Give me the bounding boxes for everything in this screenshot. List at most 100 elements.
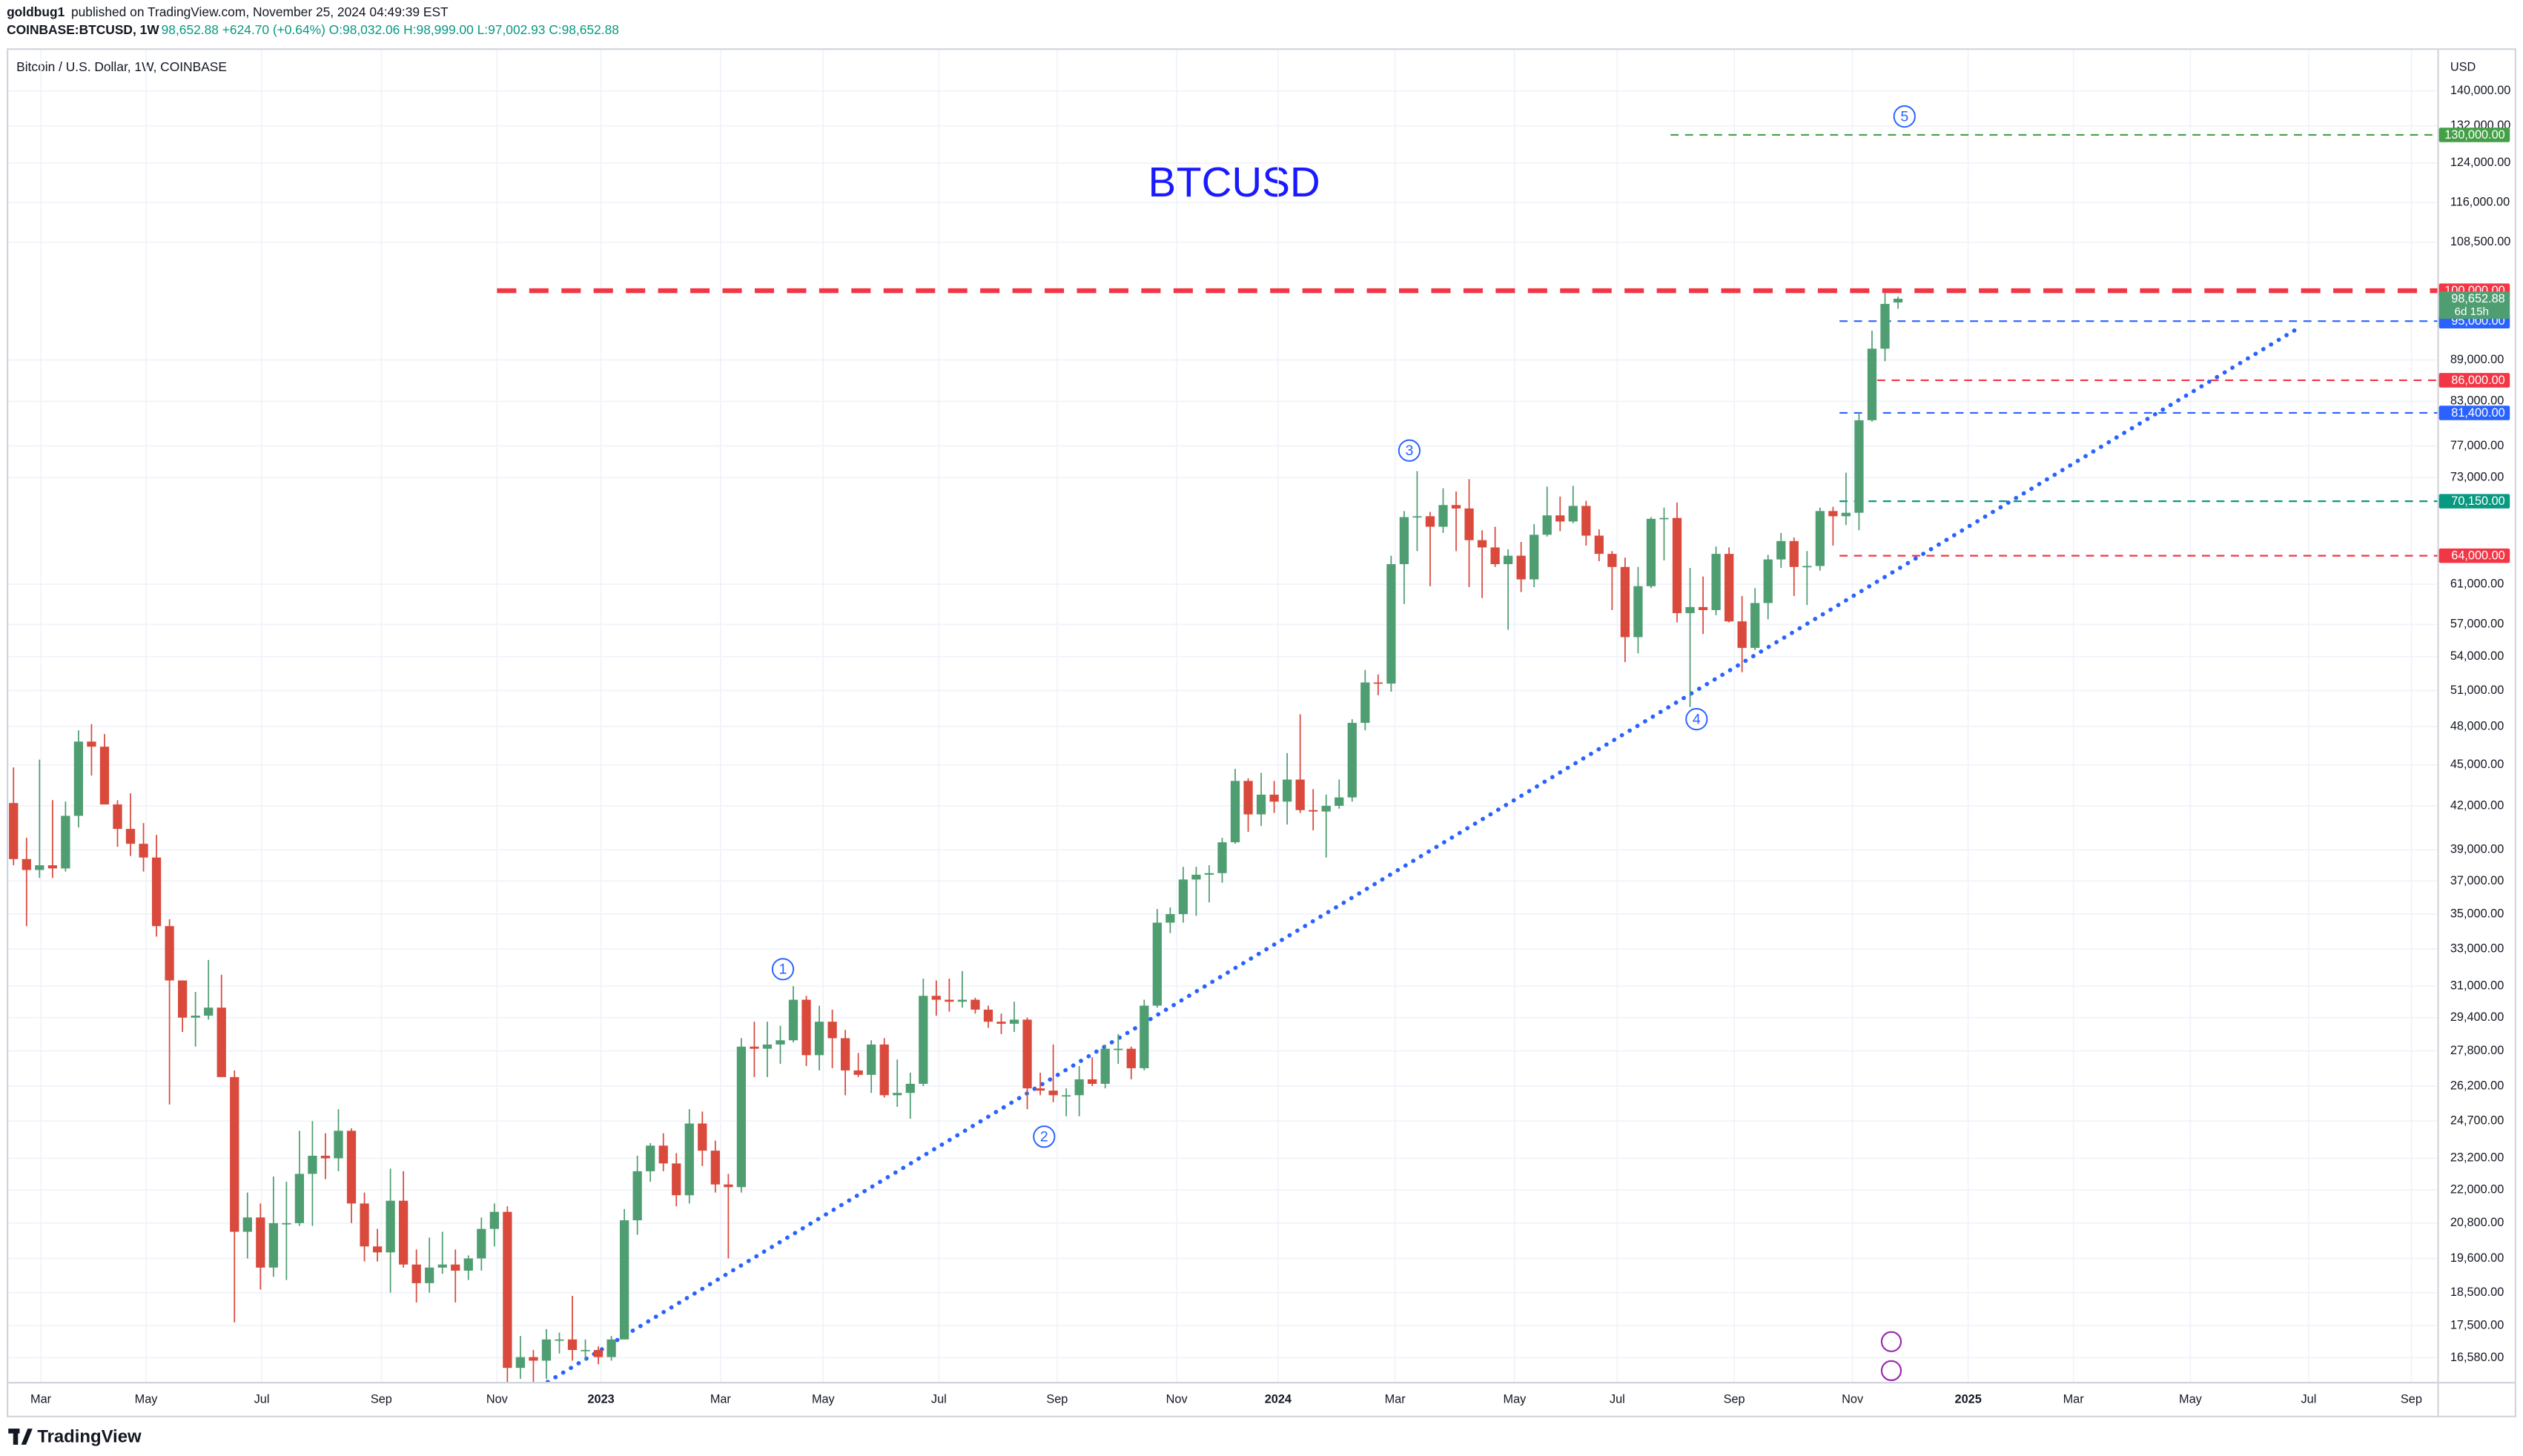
wave-label: 1 — [779, 962, 787, 978]
candle-body — [334, 1131, 343, 1159]
candle-body — [710, 1151, 720, 1185]
x-tick-label: Jul — [931, 1392, 947, 1406]
y-tick-label: 61,000.00 — [2450, 577, 2504, 590]
candle-body — [425, 1267, 434, 1283]
candle-body — [386, 1200, 395, 1253]
level-label-box — [2438, 373, 2510, 388]
y-tick-label: 35,000.00 — [2450, 907, 2504, 920]
candle-body — [619, 1220, 629, 1340]
x-tick-label: 2023 — [587, 1392, 614, 1406]
candle-body — [1815, 511, 1825, 566]
candle-body — [47, 865, 57, 869]
candle-body — [853, 1070, 863, 1075]
candle-body — [724, 1184, 733, 1188]
candle-body — [73, 741, 84, 816]
x-tick-label: Sep — [371, 1392, 392, 1406]
candle-body — [1607, 554, 1617, 567]
candle-body — [658, 1145, 668, 1164]
candle-body — [555, 1339, 564, 1341]
candle-body — [1672, 517, 1682, 614]
candle-body — [684, 1123, 694, 1196]
candle-body — [1750, 603, 1760, 648]
candle-body — [346, 1131, 357, 1204]
wave-marker — [1033, 1125, 1056, 1148]
candle-body — [1295, 779, 1305, 810]
price-label-box — [2438, 291, 2510, 320]
candle-body — [1477, 540, 1487, 548]
candle-body — [1724, 554, 1734, 622]
level-label: 64,000.00 — [2451, 549, 2504, 563]
x-tick-label: Nov — [1166, 1392, 1188, 1406]
y-tick-label: 45,000.00 — [2450, 758, 2504, 771]
candle-body — [1776, 540, 1786, 560]
candle-body — [503, 1211, 512, 1369]
candle-body — [1230, 781, 1240, 843]
y-tick-label: 18,500.00 — [2450, 1285, 2504, 1299]
y-tick-label: 73,000.00 — [2450, 471, 2504, 484]
y-axis-label: USD — [2450, 61, 2476, 74]
y-tick-label: 37,000.00 — [2450, 874, 2504, 887]
candle-body — [1802, 566, 1812, 568]
candle-body — [1399, 517, 1409, 564]
x-tick-label: 2024 — [1265, 1392, 1292, 1406]
candle-body — [489, 1211, 499, 1229]
x-tick-label: Mar — [710, 1392, 732, 1406]
y-tick-label: 108,500.00 — [2450, 235, 2511, 248]
candle-body — [216, 1007, 226, 1077]
candle-body — [1867, 348, 1877, 420]
candle-body — [919, 996, 928, 1084]
candle-body — [529, 1357, 538, 1361]
x-tick-label: Mar — [2063, 1392, 2085, 1406]
candle-body — [1711, 554, 1721, 610]
candle-body — [1165, 914, 1175, 923]
candle-body — [1178, 879, 1188, 915]
price-label: 98,652.88 — [2451, 292, 2504, 305]
candle-body — [125, 829, 136, 844]
candle-body — [1309, 810, 1318, 812]
candle-body — [1594, 535, 1604, 555]
y-tick-label: 19,600.00 — [2450, 1251, 2504, 1265]
y-tick-label: 39,000.00 — [2450, 843, 2504, 856]
candle-body — [1438, 505, 1448, 527]
price-countdown: 6d 15h — [2455, 305, 2489, 318]
wave-label: 3 — [1405, 443, 1413, 459]
candle-body — [945, 999, 954, 1002]
candle-body — [1269, 794, 1279, 802]
candle-body — [1360, 682, 1370, 724]
wave-label: 2 — [1040, 1129, 1048, 1145]
candle-body — [451, 1264, 460, 1271]
level-label-box — [2438, 128, 2510, 142]
candle-body — [1386, 563, 1396, 684]
candle-body — [1685, 606, 1695, 614]
candle-body — [646, 1145, 655, 1171]
candle-body — [230, 1076, 239, 1232]
y-tick-label: 31,000.00 — [2450, 979, 2504, 993]
trend-line — [545, 327, 2298, 1383]
candle-body — [762, 1044, 773, 1049]
wave-marker — [1685, 707, 1708, 731]
y-tick-label: 77,000.00 — [2450, 439, 2504, 452]
candle-body — [1659, 517, 1669, 520]
y-tick-label: 17,500.00 — [2450, 1319, 2504, 1332]
published: published on TradingView.com, November 2… — [71, 4, 449, 19]
y-tick-label: 124,000.00 — [2450, 156, 2511, 169]
candle-body — [151, 857, 162, 927]
candle-body — [672, 1163, 681, 1196]
candle-body — [567, 1339, 578, 1350]
quote: 98,652.88 +624.70 (+0.64%) O:98,032.06 H… — [162, 22, 619, 37]
y-tick-label: 140,000.00 — [2450, 84, 2511, 97]
candle-body — [1828, 511, 1838, 517]
candle-body — [957, 999, 968, 1002]
candle-body — [1555, 515, 1565, 522]
y-tick-label: 116,000.00 — [2450, 196, 2510, 209]
logo-shape — [13, 1429, 19, 1445]
y-tick-label: 89,000.00 — [2450, 353, 2504, 366]
candle-body — [827, 1022, 837, 1039]
candle-body — [931, 996, 941, 1000]
wave-marker — [1398, 439, 1421, 462]
candle-body — [593, 1349, 604, 1357]
candle-body — [1646, 518, 1656, 586]
y-tick-label: 33,000.00 — [2450, 942, 2504, 955]
